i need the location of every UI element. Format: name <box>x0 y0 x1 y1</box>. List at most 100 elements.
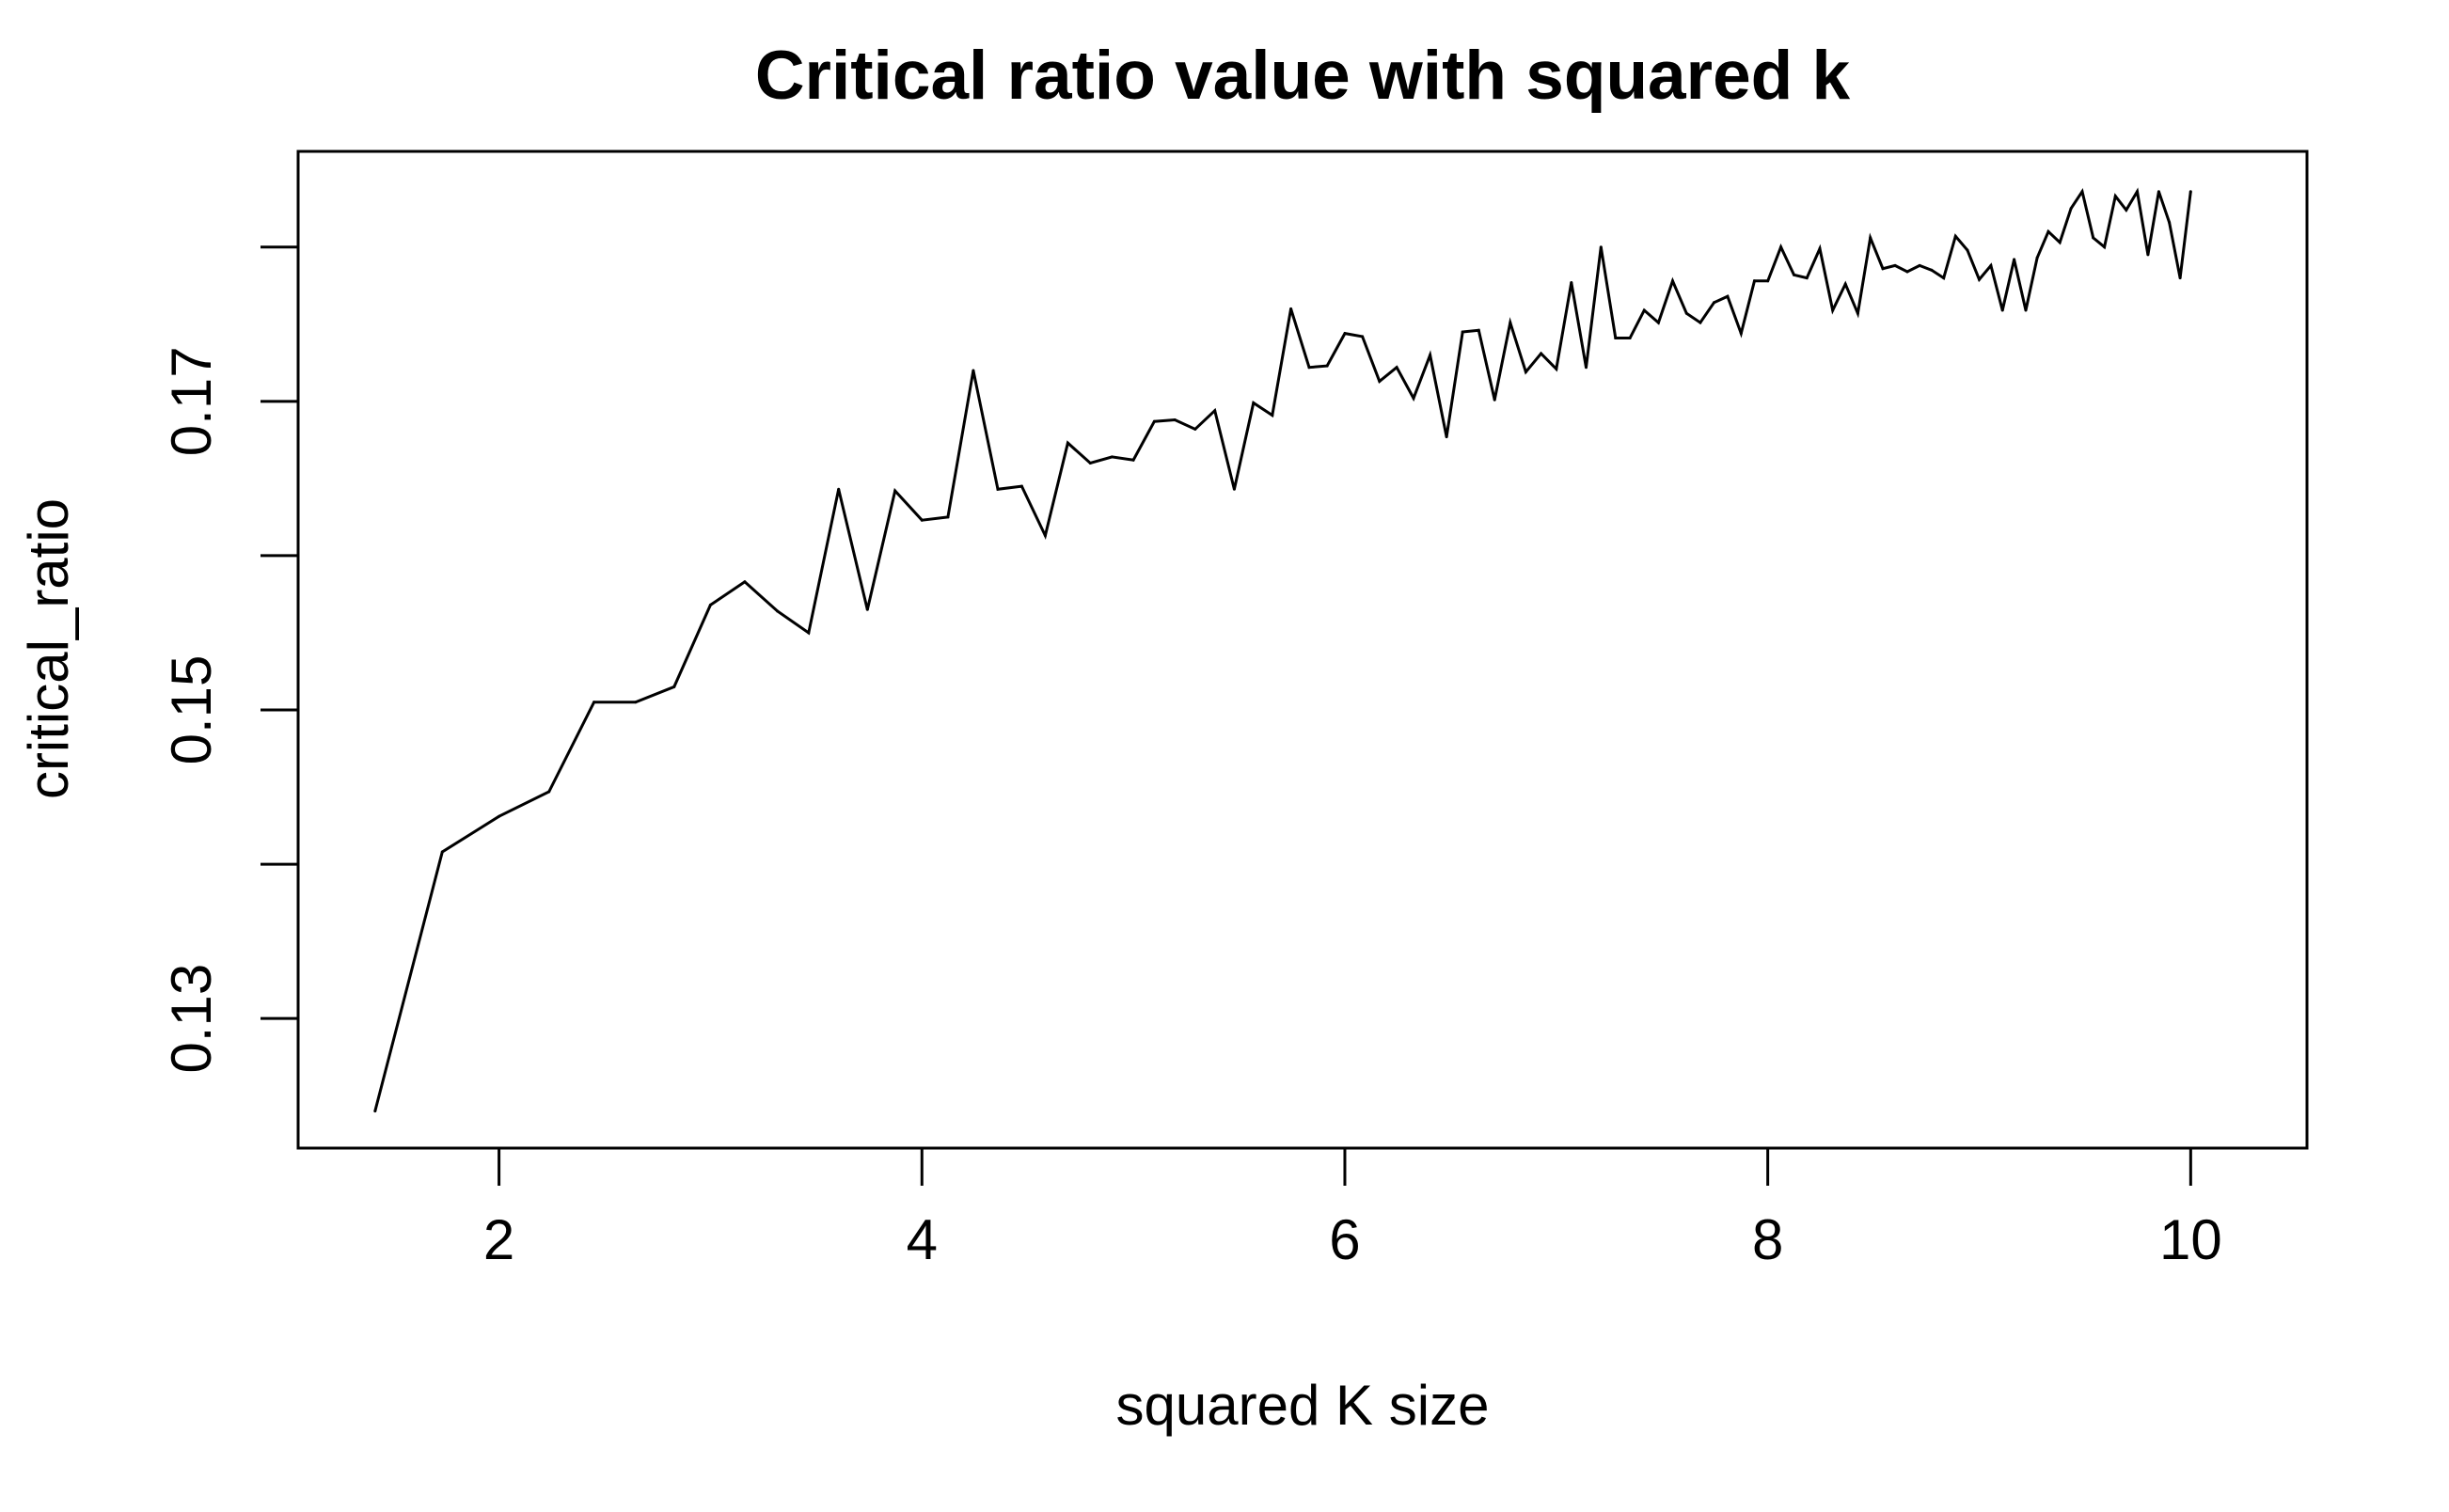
data-point <box>1753 279 1756 283</box>
data-point <box>2092 236 2095 240</box>
data-point <box>1131 458 1135 462</box>
data-point <box>2136 190 2139 194</box>
data-point <box>1642 308 1646 312</box>
data-point <box>1252 402 1256 404</box>
data-point <box>498 814 501 818</box>
data-point <box>1779 245 1783 249</box>
data-point <box>1524 370 1527 374</box>
data-point <box>373 1110 377 1113</box>
data-point <box>2024 308 2028 312</box>
data-point <box>1656 321 1660 324</box>
data-point <box>1671 279 1674 283</box>
data-point <box>1918 263 1921 267</box>
data-point <box>547 790 551 794</box>
data-point <box>2113 195 2117 198</box>
data-point <box>865 607 869 611</box>
y-axis: 0.13 0.15 0.17 <box>160 245 300 1074</box>
data-point <box>1555 367 1558 370</box>
data-point <box>946 515 950 519</box>
data-point <box>893 489 897 493</box>
data-point <box>2013 258 2016 261</box>
data-point <box>1445 435 1448 439</box>
data-point <box>2058 241 2062 244</box>
y-tick-label: 0.17 <box>160 346 223 456</box>
data-point <box>1989 263 1993 267</box>
data-point <box>1213 409 1217 413</box>
data-point <box>1805 276 1809 280</box>
data-point <box>1726 294 1730 298</box>
data-point <box>1193 427 1197 431</box>
data-point <box>1378 380 1382 383</box>
data-point <box>1793 273 1795 276</box>
data-point <box>1893 263 1897 267</box>
data-point <box>1343 332 1347 336</box>
data-point <box>2146 253 2150 257</box>
data-point <box>1429 354 1432 357</box>
data-point <box>1585 366 1588 370</box>
data-point <box>1978 277 1981 281</box>
data-point <box>807 631 811 635</box>
data-point <box>2178 276 2182 280</box>
x-tick-label: 8 <box>1752 1208 1783 1271</box>
data-point <box>1325 364 1329 368</box>
data-point <box>776 609 780 613</box>
data-point <box>1461 330 1464 334</box>
data-point <box>1905 270 1909 274</box>
data-point <box>2080 190 2084 194</box>
data-point <box>1232 487 1236 491</box>
data-point <box>1088 462 1092 465</box>
data-point <box>1869 236 1872 240</box>
data-point <box>1110 455 1114 459</box>
data-point <box>1881 267 1885 271</box>
data-point <box>708 603 712 606</box>
data-point <box>837 487 841 491</box>
data-point <box>440 850 444 854</box>
x-tick-label: 2 <box>483 1208 514 1271</box>
data-point <box>1412 397 1415 400</box>
data-point <box>1307 366 1311 370</box>
data-point <box>1599 245 1603 249</box>
data-point <box>1856 311 1859 315</box>
data-point <box>1628 337 1632 339</box>
data-point <box>1843 282 1847 286</box>
data-point <box>1152 419 1156 423</box>
data-point <box>1477 328 1480 332</box>
data-point <box>1019 484 1023 488</box>
data-point <box>2157 190 2160 194</box>
data-point <box>1930 268 1934 272</box>
data-point <box>1271 414 1274 417</box>
data-point <box>1395 366 1398 370</box>
data-point <box>2046 229 2050 233</box>
data-point <box>1361 335 1365 339</box>
data-point <box>672 685 676 688</box>
data-point <box>920 518 924 522</box>
data-point <box>1942 276 1946 280</box>
y-tick-label: 0.15 <box>160 655 223 765</box>
data-point <box>2000 308 2004 312</box>
x-axis-label: squared K size <box>1116 1374 1490 1437</box>
data-point <box>972 369 975 372</box>
y-tick-label: 0.13 <box>160 964 223 1074</box>
data-point <box>1540 352 1543 355</box>
x-tick-label: 4 <box>907 1208 938 1271</box>
x-tick-label: 10 <box>2159 1208 2222 1271</box>
data-point <box>1509 321 1512 324</box>
data-point <box>1713 301 1715 305</box>
data-point <box>1066 441 1069 445</box>
data-point <box>1289 307 1293 310</box>
data-point <box>1766 279 1770 283</box>
series-line <box>373 187 2192 1111</box>
data-point <box>1493 398 1496 402</box>
x-axis: 2 4 6 8 10 <box>483 1146 2222 1271</box>
data-point <box>2103 245 2107 249</box>
data-point <box>2125 208 2128 212</box>
data-point <box>1684 311 1688 315</box>
chart-title: Critical ratio value with squared k <box>755 38 1851 114</box>
data-point <box>743 580 747 584</box>
data-point <box>2168 221 2172 224</box>
data-point <box>1043 534 1047 538</box>
data-point <box>1698 321 1702 324</box>
y-axis-label: critical_ratio <box>17 498 80 799</box>
data-point <box>1570 281 1573 284</box>
